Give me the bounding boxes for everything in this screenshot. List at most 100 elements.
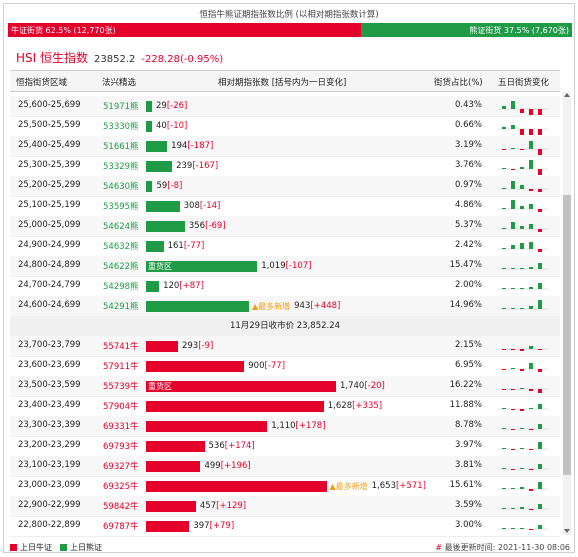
table-row[interactable]: 23,400-23,499 57904牛 1,628 [+335] 11.88% bbox=[10, 396, 560, 417]
spark-bar bbox=[538, 283, 542, 289]
code-link[interactable]: 54298熊 bbox=[103, 282, 139, 292]
table-row[interactable]: 25,100-25,199 53595熊 308 [-14] 4.86% bbox=[10, 196, 560, 217]
bar bbox=[146, 360, 245, 372]
table-row[interactable]: 25,500-25,599 53330熊 40 [-10] 0.66% bbox=[10, 116, 560, 137]
table-row[interactable]: 23,700-23,799 55741牛 293 [-9] 2.15% bbox=[10, 336, 560, 357]
pct-cell: 14.96% bbox=[449, 300, 482, 310]
spark-bar bbox=[520, 388, 524, 389]
code-link[interactable]: 54630熊 bbox=[103, 182, 139, 192]
code-link[interactable]: 53595熊 bbox=[103, 202, 139, 212]
pct-cell: 15.61% bbox=[449, 480, 482, 490]
code-link[interactable]: 57911牛 bbox=[103, 362, 139, 372]
table-row[interactable]: 22,800-22,899 69787牛 397 [+79] 3.00% bbox=[10, 516, 560, 537]
pct-cell: 3.00% bbox=[454, 520, 482, 530]
range-cell: 25,100-25,199 bbox=[18, 200, 81, 210]
code-link[interactable]: 55739牛 bbox=[103, 382, 139, 392]
spark-bar bbox=[511, 349, 515, 350]
heavy-zone-tag: 重货区 bbox=[148, 381, 172, 391]
scrollbar-thumb[interactable] bbox=[563, 195, 571, 475]
code-link[interactable]: 54624熊 bbox=[103, 222, 139, 232]
spark-cell bbox=[498, 357, 548, 375]
hsi-name[interactable]: HSI 恒生指数 bbox=[16, 51, 88, 65]
table-row[interactable]: 24,900-24,999 54632熊 161 [-77] 2.42% bbox=[10, 236, 560, 257]
spark-bar bbox=[502, 428, 506, 429]
table-row[interactable]: 25,000-25,099 54624熊 356 [-69] 5.37% bbox=[10, 216, 560, 237]
spark-bar bbox=[529, 160, 533, 169]
table-row[interactable]: 24,700-24,799 54298熊 120 [+87] 2.00% bbox=[10, 276, 560, 297]
table-row[interactable]: 23,000-23,099 69325牛 ▲最多新增 1,653 [+571] 15.6… bbox=[10, 476, 560, 497]
table-row[interactable]: 23,200-23,299 69793牛 536 [+174] 3.97% bbox=[10, 436, 560, 457]
table-row[interactable]: 25,200-25,299 54630熊 59 [-8] 0.97% bbox=[10, 176, 560, 197]
table-row[interactable]: 25,600-25,699 51971熊 29 [-26] 0.43% bbox=[10, 96, 560, 117]
code-link[interactable]: 54622熊 bbox=[103, 262, 139, 272]
spark-bar bbox=[502, 408, 506, 409]
code-link[interactable]: 69327牛 bbox=[103, 462, 139, 472]
range-cell: 23,700-23,799 bbox=[18, 340, 81, 350]
table-row[interactable]: 24,600-24,699 54291熊 ▲最多新增 943 [+448] 14.96% bbox=[10, 296, 560, 317]
spark-bar bbox=[520, 167, 524, 169]
spark-bar bbox=[511, 389, 515, 390]
bar-value: 397 bbox=[193, 521, 210, 531]
spark-bar bbox=[502, 369, 506, 370]
spark-bar bbox=[538, 300, 542, 309]
spark-bar bbox=[529, 306, 533, 309]
bar-cell: 499 [+196] bbox=[146, 459, 251, 473]
spark-bar bbox=[502, 288, 506, 289]
table-row[interactable]: 23,300-23,399 69331牛 1,110 [+178] 8.78% bbox=[10, 416, 560, 437]
code-link[interactable]: 53330熊 bbox=[103, 122, 139, 132]
spark-cell bbox=[498, 217, 548, 235]
spark-cell bbox=[498, 517, 548, 535]
table-row[interactable]: 23,600-23,699 57911牛 900 [-77] 6.95% bbox=[10, 356, 560, 377]
spark-bar bbox=[511, 222, 515, 229]
table-row[interactable]: 25,400-25,499 51661熊 194 [-187] 3.19% bbox=[10, 136, 560, 157]
range-cell: 22,800-22,899 bbox=[18, 520, 81, 530]
table-row[interactable]: 25,300-25,399 53329熊 239 [-167] 3.76% bbox=[10, 156, 560, 177]
scroll-down-icon[interactable] bbox=[564, 529, 570, 533]
table-row[interactable]: 22,900-22,999 59842牛 457 [+129] 3.59% bbox=[10, 496, 560, 517]
five-day-sparkline bbox=[498, 125, 548, 135]
spark-bar bbox=[520, 468, 524, 469]
legend-bear-swatch bbox=[60, 544, 67, 551]
spark-bar bbox=[520, 487, 524, 489]
spark-bar bbox=[511, 181, 515, 189]
bar bbox=[146, 440, 205, 452]
code-link[interactable]: 69331牛 bbox=[103, 422, 139, 432]
code-link[interactable]: 54291熊 bbox=[103, 302, 139, 312]
spark-bar bbox=[538, 442, 542, 449]
code-link[interactable]: 51971熊 bbox=[103, 102, 139, 112]
code-link[interactable]: 69787牛 bbox=[103, 522, 139, 532]
spark-bar bbox=[538, 424, 542, 429]
spark-bar bbox=[502, 168, 506, 169]
hsi-value: 23852.2 bbox=[94, 54, 136, 65]
scroll-up-icon[interactable] bbox=[564, 93, 570, 97]
range-cell: 25,300-25,399 bbox=[18, 160, 81, 170]
col-pct: 街货占比(%) bbox=[434, 78, 483, 88]
spark-bar bbox=[529, 429, 533, 430]
spark-bar bbox=[520, 109, 524, 113]
table-row[interactable]: 23,100-23,199 69327牛 499 [+196] 3.81% bbox=[10, 456, 560, 477]
five-day-sparkline bbox=[498, 482, 548, 491]
code-link[interactable]: 51661熊 bbox=[103, 142, 139, 152]
table-row[interactable]: 23,500-23,599 55739牛 重货区 1,740 [-20] 16.22% bbox=[10, 376, 560, 397]
code-link[interactable]: 54632熊 bbox=[103, 242, 139, 252]
code-link[interactable]: 69325牛 bbox=[103, 482, 139, 492]
code-link[interactable]: 57904牛 bbox=[103, 402, 139, 412]
code-link[interactable]: 69793牛 bbox=[103, 442, 139, 452]
bar-change: [+571] bbox=[396, 481, 426, 491]
pct-cell: 0.43% bbox=[454, 100, 482, 110]
spark-bar bbox=[538, 404, 542, 409]
code-link[interactable]: 53329熊 bbox=[103, 162, 139, 172]
code-link[interactable]: 55741牛 bbox=[103, 342, 139, 352]
bar-change: [+335] bbox=[352, 401, 383, 411]
close-price-row: 11月29日收市价 23,852.24 bbox=[10, 316, 560, 336]
bar-value: 1,110 bbox=[271, 421, 296, 431]
bar-value: 457 bbox=[199, 501, 217, 511]
spark-bar bbox=[511, 245, 515, 249]
table-row[interactable]: 24,800-24,899 54622熊 重货区 1,019 [-107] 15.47% bbox=[10, 256, 560, 277]
hsi-summary: HSI 恒生指数 23852.2 -228.28(-0.95%) bbox=[16, 49, 223, 66]
bar bbox=[146, 400, 324, 412]
spark-bar bbox=[529, 389, 533, 391]
bar-value: 900 bbox=[248, 361, 265, 371]
spark-bar bbox=[538, 169, 542, 175]
code-link[interactable]: 59842牛 bbox=[103, 502, 139, 512]
